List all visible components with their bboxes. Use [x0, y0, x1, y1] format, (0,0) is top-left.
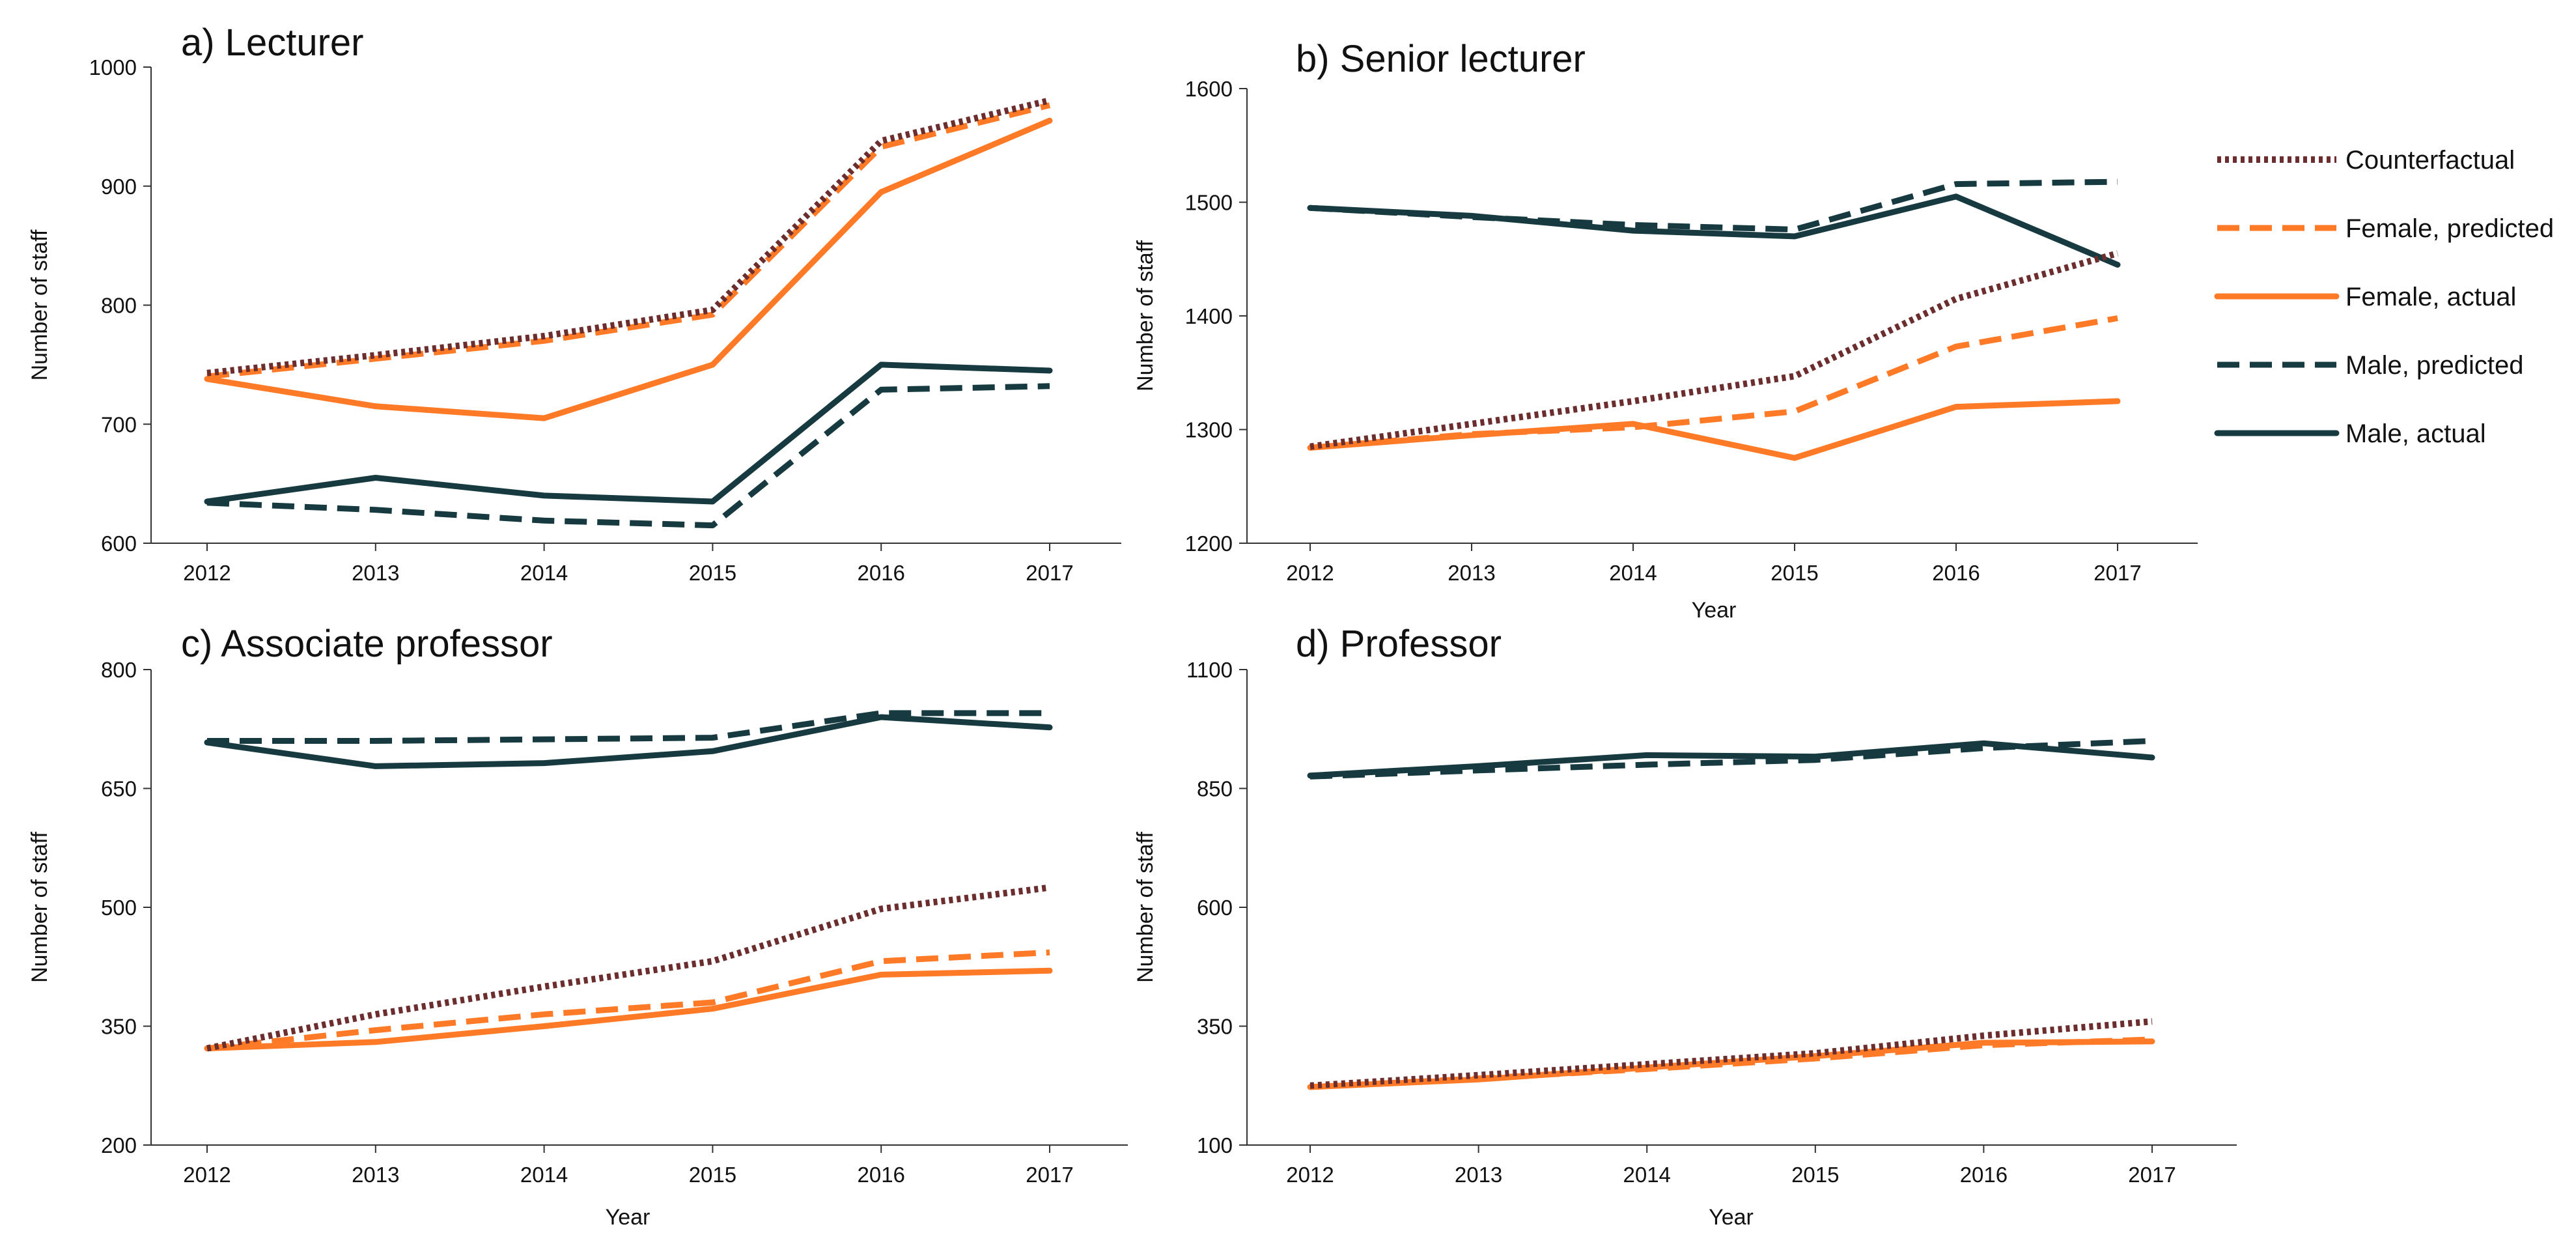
y-tick-label: 1400: [1185, 304, 1233, 328]
x-axis-label: Year: [1709, 1205, 1754, 1230]
y-tick-label: 800: [101, 658, 137, 682]
x-tick-label: 2016: [857, 1163, 904, 1187]
y-tick-label: 800: [101, 294, 137, 318]
series-line-counterfactual: [1309, 1018, 2153, 1089]
legend-label-counterfactual: Counterfactual: [2345, 146, 2515, 175]
panel-title: d) Professor: [1296, 623, 1502, 665]
panel-title: c) Associate professor: [181, 623, 553, 665]
x-tick-label: 2017: [1026, 1163, 1073, 1187]
y-tick-label: 700: [101, 412, 137, 436]
series-line-female-actual: [1307, 398, 2121, 461]
x-tick-label: 2016: [1932, 561, 1980, 585]
legend-label-female-predicted: Female, predicted: [2345, 214, 2554, 243]
series-line-counterfactual: [206, 97, 1051, 376]
series-line-female-predicted: [206, 102, 1051, 380]
x-tick-label: 2013: [352, 561, 399, 585]
x-tick-label: 2014: [1623, 1163, 1670, 1187]
x-tick-label: 2013: [1448, 561, 1495, 585]
legend-label-female-actual: Female, actual: [2345, 283, 2516, 311]
series-line-male-actual: [1307, 740, 2155, 779]
x-tick-label: 2017: [2093, 561, 2141, 585]
y-tick-label: 100: [1197, 1133, 1233, 1157]
y-tick-label: 1500: [1185, 191, 1233, 215]
y-tick-label: 650: [101, 777, 137, 801]
chart-panel-3: 200 350 500 650 800 2012 2013 2014 2015 2016 2017 N…: [27, 623, 1128, 1230]
series-line-female-predicted: [1309, 315, 2118, 451]
x-tick-label: 2013: [1455, 1163, 1502, 1187]
x-tick-label: 2014: [520, 1163, 568, 1187]
x-tick-label: 2012: [1286, 1163, 1334, 1187]
chart-panel-1: 600 700 800 900 1000 2012 2013 2014 2015 2016 2017…: [27, 21, 1121, 585]
legend-label-male-actual: Male, actual: [2345, 419, 2486, 448]
x-tick-label: 2015: [689, 1163, 736, 1187]
panel-title: b) Senior lecturer: [1296, 38, 1586, 80]
series-line-counterfactual: [1309, 250, 2119, 450]
y-tick-label: 600: [1197, 896, 1233, 920]
series-line-male-predicted: [1309, 178, 2118, 233]
y-tick-label: 600: [101, 531, 137, 556]
y-tick-label: 350: [1197, 1015, 1233, 1039]
series-line-female-actual: [204, 117, 1053, 421]
x-tick-label: 2012: [183, 561, 231, 585]
x-tick-label: 2014: [1609, 561, 1657, 585]
y-axis-label: Number of staff: [27, 229, 52, 380]
x-tick-label: 2015: [689, 561, 736, 585]
y-axis-label: Number of staff: [27, 832, 52, 983]
y-tick-label: 900: [101, 175, 137, 199]
series-line-male-predicted: [207, 710, 1050, 744]
x-axis-label: Year: [1692, 598, 1737, 623]
y-tick-label: 1100: [1186, 658, 1233, 682]
x-tick-label: 2015: [1771, 561, 1818, 585]
x-tick-label: 2012: [1286, 561, 1334, 585]
series-line-female-actual: [204, 967, 1053, 1052]
chart-panel-2: 1200 1300 1400 1500 1600 2012 2013 2014 2015 2016…: [1133, 38, 2198, 623]
x-tick-label: 2013: [352, 1163, 399, 1187]
series-line-male-actual: [204, 714, 1053, 769]
x-axis-label: Year: [606, 1205, 651, 1230]
y-tick-label: 1200: [1185, 531, 1233, 556]
series-line-male-actual: [204, 361, 1053, 505]
y-tick-label: 1300: [1185, 418, 1233, 442]
x-tick-label: 2017: [2128, 1163, 2176, 1187]
x-tick-label: 2016: [857, 561, 904, 585]
y-tick-label: 350: [101, 1015, 137, 1039]
legend: Counterfactual Female, predicted Female, a…: [2214, 146, 2554, 448]
x-tick-label: 2014: [520, 561, 568, 585]
y-tick-label: 500: [101, 896, 137, 920]
y-axis-label: Number of staff: [1133, 240, 1158, 391]
series-line-male-actual: [1307, 193, 2121, 268]
x-tick-label: 2016: [1960, 1163, 2008, 1187]
series-line-female-predicted: [206, 949, 1050, 1052]
legend-label-male-predicted: Male, predicted: [2345, 351, 2523, 380]
y-tick-label: 850: [1197, 777, 1233, 801]
x-tick-label: 2012: [183, 1163, 231, 1187]
y-tick-label: 200: [101, 1133, 137, 1157]
y-tick-label: 1600: [1185, 77, 1233, 101]
series-line-male-predicted: [206, 383, 1050, 529]
panel-title: a) Lecturer: [181, 21, 363, 64]
y-tick-label: 1000: [89, 55, 137, 79]
x-tick-label: 2015: [1791, 1163, 1839, 1187]
x-tick-label: 2017: [1026, 561, 1073, 585]
chart-panel-4: 100 350 600 850 1100 2012 2013 2014 2015 2016 2017…: [1133, 623, 2237, 1230]
series-line-female-predicted: [1309, 1036, 2153, 1090]
series-line-counterfactual: [206, 884, 1050, 1052]
y-axis-label: Number of staff: [1133, 832, 1158, 983]
